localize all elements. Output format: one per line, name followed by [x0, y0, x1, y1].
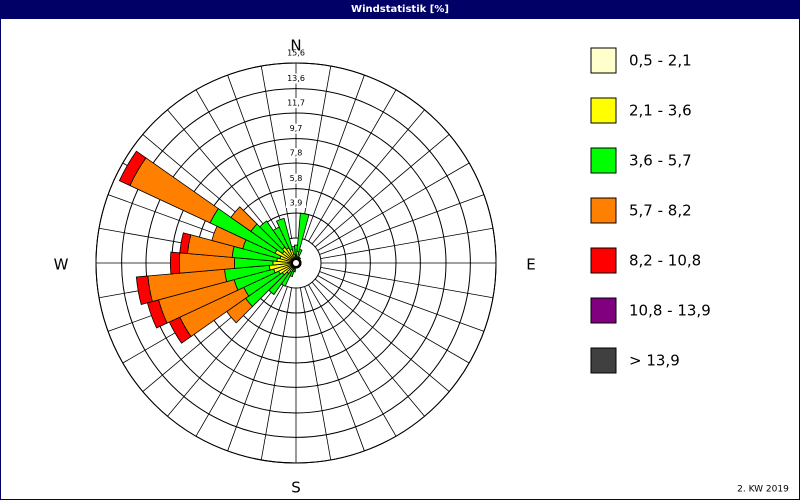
legend-label: 8,2 - 10,8 [629, 252, 701, 270]
legend-label: 10,8 - 13,9 [629, 302, 711, 320]
spoke [311, 281, 425, 417]
sector [230, 206, 258, 232]
legend-label: 0,5 - 2,1 [629, 52, 692, 70]
sector [259, 220, 286, 250]
legend-swatch [590, 347, 617, 374]
legend-swatch [590, 197, 617, 224]
spoke [308, 89, 397, 242]
grid-ring [145, 112, 447, 414]
tick-bg [286, 173, 306, 184]
spoke [314, 134, 450, 248]
spoke [195, 284, 284, 437]
spoke [304, 74, 365, 240]
direction-label: W [54, 256, 69, 274]
spoke [311, 109, 425, 245]
spoke [308, 284, 397, 437]
legend-swatch [590, 47, 617, 74]
legend-label: > 13,9 [629, 352, 680, 370]
spoke [167, 109, 281, 245]
grid-ring [121, 88, 471, 438]
r-tick-label: 5,8 [290, 174, 303, 183]
r-tick-label: 7,8 [290, 149, 303, 158]
spoke [299, 65, 332, 239]
spoke [314, 278, 450, 392]
spoke [317, 275, 470, 364]
r-tick-label: 13,6 [287, 74, 305, 83]
spoke [227, 286, 288, 452]
sector [169, 251, 181, 275]
spoke [299, 287, 332, 461]
direction-label: S [291, 479, 301, 497]
r-tick-label: 9,7 [290, 124, 303, 133]
center [293, 260, 299, 266]
spoke [320, 227, 494, 260]
spoke [260, 287, 293, 461]
chart: 2. KW 2019 3,9 5,8 7,8 9,7 11,7 13,6 15,6N E S W 0… [54, 37, 790, 497]
legend-label: 5,7 - 8,2 [629, 202, 692, 220]
tick-bg [286, 48, 306, 58]
sector [118, 150, 147, 187]
sector [291, 245, 296, 255]
tick-bg [286, 148, 306, 158]
footnote: 2. KW 2019 [737, 485, 789, 495]
tick-bg [286, 73, 306, 84]
sector [297, 248, 303, 258]
spoke [320, 266, 494, 299]
sector [179, 232, 192, 254]
tick-bg [286, 98, 306, 108]
legend-swatch [590, 97, 617, 124]
sector [135, 275, 153, 305]
legend-label: 2,1 - 3,6 [629, 102, 692, 120]
direction-label: E [526, 256, 535, 274]
spoke [304, 286, 365, 452]
title-bar: Windstatistik [%] [1, 1, 799, 19]
r-tick-label: 11,7 [287, 99, 305, 108]
r-tick-label: 15,6 [287, 49, 305, 58]
direction-label: N [290, 37, 301, 55]
legend-swatch [590, 147, 617, 174]
r-tick-label: 3,9 [290, 199, 303, 208]
sector [129, 157, 219, 224]
tick-bg [286, 198, 306, 208]
spoke [227, 74, 288, 240]
tick-bg [286, 123, 306, 134]
sector [296, 212, 310, 253]
spoke [317, 162, 470, 251]
spoke [260, 65, 293, 239]
legend-label: 3,6 - 5,7 [629, 152, 692, 170]
grid-ring [95, 62, 497, 464]
spoke [319, 194, 485, 255]
sector [275, 217, 293, 251]
spoke [319, 271, 485, 332]
spoke [167, 281, 281, 417]
legend-swatch [590, 247, 617, 274]
legend-swatch [590, 297, 617, 324]
spoke [195, 89, 284, 242]
